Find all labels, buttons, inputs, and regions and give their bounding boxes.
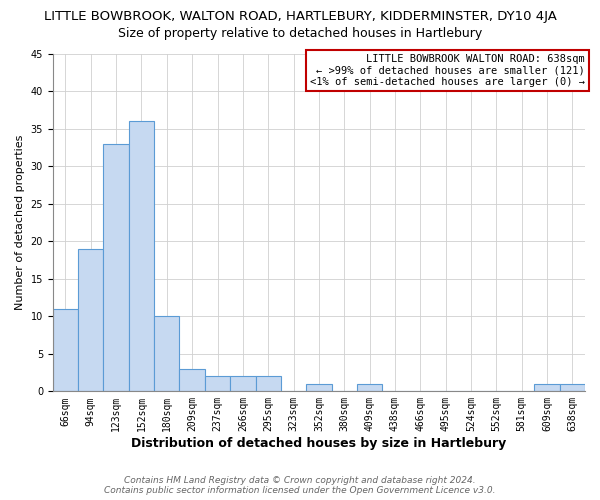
Bar: [53, 309, 78, 392]
Bar: [357, 384, 382, 392]
Bar: [129, 122, 154, 392]
Bar: [103, 144, 129, 392]
X-axis label: Distribution of detached houses by size in Hartlebury: Distribution of detached houses by size …: [131, 437, 506, 450]
Bar: [179, 369, 205, 392]
Bar: [306, 384, 332, 392]
Bar: [560, 384, 585, 392]
Y-axis label: Number of detached properties: Number of detached properties: [15, 135, 25, 310]
Bar: [230, 376, 256, 392]
Bar: [154, 316, 179, 392]
Bar: [205, 376, 230, 392]
Bar: [256, 376, 281, 392]
Text: LITTLE BOWBROOK, WALTON ROAD, HARTLEBURY, KIDDERMINSTER, DY10 4JA: LITTLE BOWBROOK, WALTON ROAD, HARTLEBURY…: [44, 10, 556, 23]
Text: Size of property relative to detached houses in Hartlebury: Size of property relative to detached ho…: [118, 28, 482, 40]
Bar: [535, 384, 560, 392]
Text: LITTLE BOWBROOK WALTON ROAD: 638sqm
← >99% of detached houses are smaller (121)
: LITTLE BOWBROOK WALTON ROAD: 638sqm ← >9…: [310, 54, 585, 87]
Text: Contains HM Land Registry data © Crown copyright and database right 2024.
Contai: Contains HM Land Registry data © Crown c…: [104, 476, 496, 495]
Bar: [78, 249, 103, 392]
